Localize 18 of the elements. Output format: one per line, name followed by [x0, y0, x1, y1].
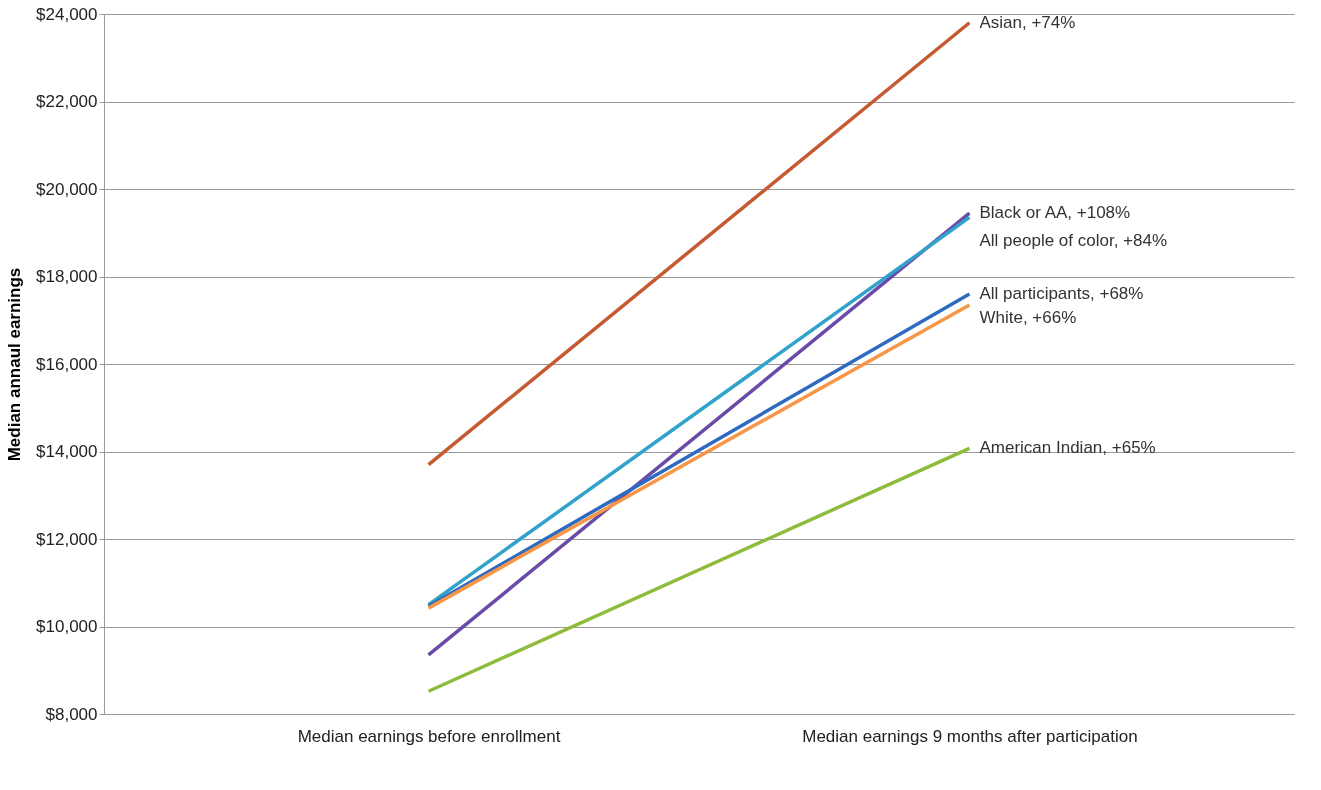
y-tick-label: $18,000: [36, 267, 98, 286]
y-tick-label: $24,000: [36, 4, 98, 24]
series-label: Asian, +74%: [979, 12, 1076, 32]
y-tick-label: $10,000: [36, 617, 98, 636]
series-label: Black or AA, +108%: [979, 203, 1131, 223]
y-tick-label: $14,000: [36, 442, 98, 461]
series-label: All people of color, +84%: [979, 231, 1168, 251]
y-axis-title: Median annaul earnings: [5, 267, 25, 462]
y-tick-label: $16,000: [36, 354, 98, 374]
series-label: White, +66%: [979, 308, 1077, 327]
y-tick-label: $22,000: [36, 92, 98, 111]
x-tick-label: Median earnings 9 months after participation: [802, 726, 1138, 746]
y-tick-label: $20,000: [36, 179, 98, 199]
x-tick-label: Median earnings before enrollment: [297, 726, 561, 746]
series-label: All participants, +68%: [979, 284, 1144, 303]
y-tick-label: $12,000: [36, 529, 98, 549]
series-label: American Indian, +65%: [979, 438, 1156, 458]
y-tick-label: $8,000: [45, 704, 98, 724]
